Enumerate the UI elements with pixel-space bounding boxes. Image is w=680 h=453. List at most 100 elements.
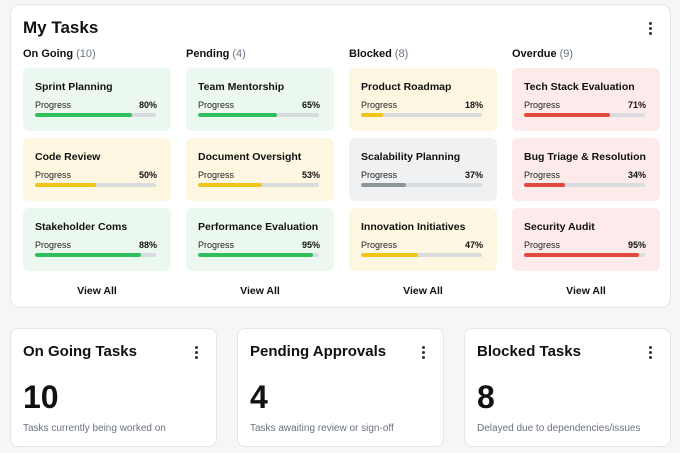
progress-track (524, 183, 645, 187)
task-title: Team Mentorship (198, 81, 285, 93)
task-card[interactable]: Innovation Initiatives Progress 47% (349, 208, 497, 271)
progress-percent: 50% (138, 170, 157, 180)
progress-label: Progress (524, 170, 561, 180)
column-count: (10) (76, 48, 96, 60)
task-title: Sprint Planning (35, 81, 113, 93)
kebab-menu-icon[interactable] (188, 344, 204, 360)
progress-track (198, 183, 319, 187)
stat-title: On Going Tasks (23, 343, 137, 360)
task-title: Scalability Planning (361, 151, 461, 163)
task-title: Product Roadmap (361, 81, 452, 93)
task-column-blocked: Blocked (8) Product Roadmap Progress 18% … (349, 48, 497, 271)
task-card[interactable]: Tech Stack Evaluation Progress 71% (512, 68, 660, 131)
progress-percent: 65% (301, 100, 320, 110)
progress-fill (35, 183, 96, 187)
view-all-link[interactable]: View All (77, 285, 117, 297)
progress-fill (361, 113, 383, 117)
column-header: Overdue (9) (512, 48, 660, 62)
progress-fill (524, 113, 610, 117)
progress-fill (361, 183, 406, 187)
task-title: Document Oversight (198, 151, 302, 163)
task-title: Code Review (35, 151, 101, 163)
progress-track (35, 183, 156, 187)
progress-percent: 34% (627, 170, 646, 180)
stat-card: On Going Tasks 10 Tasks currently being … (10, 328, 217, 447)
column-name: On Going (23, 48, 74, 60)
progress-track (198, 253, 319, 257)
stat-card: Pending Approvals 4 Tasks awaiting revie… (237, 328, 444, 447)
stat-value: 8 (477, 379, 495, 415)
stat-value: 10 (23, 379, 59, 415)
my-tasks-panel: My Tasks On Going (10) Sprint Planning Pr… (10, 4, 671, 308)
kebab-menu-icon[interactable] (415, 344, 431, 360)
task-card[interactable]: Team Mentorship Progress 65% (186, 68, 334, 131)
stat-value: 4 (250, 379, 268, 415)
progress-fill (35, 113, 132, 117)
progress-label: Progress (198, 100, 235, 110)
column-count: (9) (559, 48, 574, 60)
column-name: Pending (186, 48, 230, 60)
progress-percent: 47% (464, 240, 483, 250)
task-title: Innovation Initiatives (361, 221, 466, 233)
column-header: Blocked (8) (349, 48, 497, 62)
stat-subtitle: Delayed due to dependencies/issues (477, 423, 641, 434)
column-header: On Going (10) (23, 48, 171, 62)
stat-title: Pending Approvals (250, 343, 387, 360)
task-card[interactable]: Scalability Planning Progress 37% (349, 138, 497, 201)
column-count: (8) (394, 48, 409, 60)
kebab-menu-icon[interactable] (642, 344, 658, 360)
task-column-on-going: On Going (10) Sprint Planning Progress 80… (23, 48, 171, 271)
progress-track (35, 253, 156, 257)
progress-track (361, 183, 482, 187)
progress-fill (198, 183, 263, 187)
task-column-overdue: Overdue (9) Tech Stack Evaluation Progres… (512, 48, 660, 271)
progress-track (361, 253, 482, 257)
progress-track (524, 113, 645, 117)
task-column-pending: Pending (4) Team Mentorship Progress 65% … (186, 48, 334, 271)
task-card[interactable]: Bug Triage & Resolution Progress 34% (512, 138, 660, 201)
task-card[interactable]: Code Review Progress 50% (23, 138, 171, 201)
progress-percent: 53% (301, 170, 320, 180)
task-card[interactable]: Stakeholder Coms Progress 88% (23, 208, 171, 271)
progress-fill (35, 253, 142, 257)
progress-percent: 80% (138, 100, 157, 110)
progress-fill (198, 253, 313, 257)
progress-label: Progress (198, 170, 235, 180)
column-name: Overdue (512, 48, 557, 60)
progress-label: Progress (35, 240, 72, 250)
progress-label: Progress (524, 240, 561, 250)
column-name: Blocked (349, 48, 392, 60)
progress-percent: 95% (627, 240, 646, 250)
progress-percent: 18% (464, 100, 483, 110)
progress-track (35, 113, 156, 117)
view-all-link[interactable]: View All (240, 285, 280, 297)
kebab-menu-icon[interactable] (642, 20, 658, 36)
stat-subtitle: Tasks currently being worked on (23, 423, 166, 434)
task-card[interactable]: Sprint Planning Progress 80% (23, 68, 171, 131)
stat-subtitle: Tasks awaiting review or sign-off (250, 423, 394, 434)
column-count: (4) (232, 48, 246, 60)
task-title: Tech Stack Evaluation (524, 81, 635, 93)
task-card[interactable]: Performance Evaluation Progress 95% (186, 208, 334, 271)
progress-label: Progress (35, 170, 72, 180)
view-all-link[interactable]: View All (566, 285, 606, 297)
progress-percent: 71% (627, 100, 646, 110)
progress-track (524, 253, 645, 257)
column-header: Pending (4) (186, 48, 334, 62)
progress-fill (524, 183, 566, 187)
task-card[interactable]: Security Audit Progress 95% (512, 208, 660, 271)
task-title: Stakeholder Coms (35, 221, 128, 233)
progress-percent: 88% (138, 240, 157, 250)
panel-title: My Tasks (23, 18, 99, 37)
view-all-link[interactable]: View All (403, 285, 443, 297)
task-title: Bug Triage & Resolution (524, 151, 646, 163)
progress-label: Progress (361, 240, 398, 250)
task-card[interactable]: Product Roadmap Progress 18% (349, 68, 497, 131)
task-card[interactable]: Document Oversight Progress 53% (186, 138, 334, 201)
task-title: Performance Evaluation (198, 221, 319, 233)
progress-label: Progress (198, 240, 235, 250)
progress-label: Progress (361, 100, 398, 110)
progress-fill (524, 253, 639, 257)
stat-title: Blocked Tasks (477, 343, 581, 360)
progress-label: Progress (361, 170, 398, 180)
